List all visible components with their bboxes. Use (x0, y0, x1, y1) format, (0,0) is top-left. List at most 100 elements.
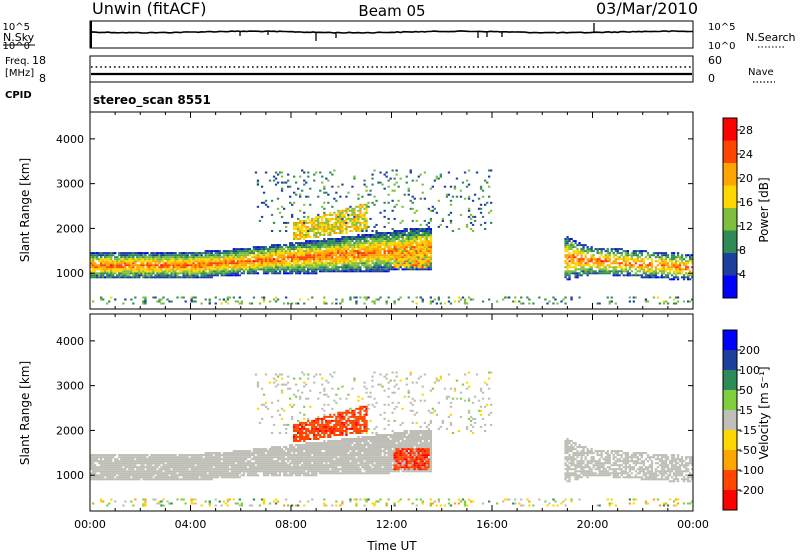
power-cell (293, 221, 296, 224)
power-cell (379, 266, 382, 269)
power-cell (323, 264, 326, 267)
power-cell (389, 238, 392, 240)
power-cell (415, 264, 418, 267)
velocity-cell (156, 466, 159, 469)
power-cell (646, 300, 650, 303)
power-cell (228, 262, 231, 265)
power-cell (564, 260, 567, 263)
power-cell (672, 272, 676, 275)
power-cell (331, 258, 334, 261)
velocity-cell (182, 456, 185, 459)
power-cell (339, 262, 342, 265)
velocity-cell (202, 468, 205, 471)
power-cell (313, 260, 316, 263)
velocity-cell (92, 470, 95, 473)
power-cell (375, 270, 378, 273)
station-title: Unwin (fitACF) (92, 0, 206, 18)
power-cell (317, 256, 320, 259)
power-cell (268, 252, 272, 255)
power-cell (184, 258, 187, 261)
power-cell (363, 219, 366, 222)
power-cell (313, 244, 316, 247)
power-cell (600, 268, 603, 271)
power-cell (365, 189, 368, 192)
power-cell (202, 274, 205, 277)
power-cell (182, 274, 185, 277)
power-cell (174, 274, 177, 277)
power-cell (333, 232, 336, 234)
power-cell (365, 185, 368, 188)
power-cell (118, 262, 121, 265)
power-cell (293, 266, 296, 269)
power-cell (130, 254, 133, 257)
power-cell (554, 298, 557, 301)
velocity-cell (138, 470, 141, 473)
power-cell (387, 217, 390, 220)
power-cell (427, 264, 430, 267)
velocity-cell (90, 460, 93, 463)
velocity-cell (94, 478, 97, 481)
power-cell (295, 236, 298, 238)
power-cell (305, 264, 308, 267)
power-cell (399, 250, 402, 253)
power-cell (373, 234, 376, 236)
power-cell (640, 250, 643, 253)
velocity-cell (152, 498, 155, 501)
power-cell (303, 221, 306, 224)
velocity-cell (214, 476, 217, 479)
velocity-cell (164, 456, 167, 459)
power-cell (369, 244, 372, 247)
power-cell (672, 264, 676, 267)
power-cell (319, 225, 322, 228)
velocity-cell (214, 468, 217, 471)
power-cell (467, 215, 471, 218)
power-cell (283, 181, 286, 184)
power-cell (624, 260, 627, 263)
power-cell (114, 270, 117, 273)
power-cell (254, 254, 258, 257)
power-cell (347, 242, 350, 245)
power-cell (134, 258, 137, 261)
power-cell (590, 260, 593, 263)
power-cell (654, 274, 658, 277)
power-cell (208, 250, 211, 253)
power-cell (190, 260, 193, 263)
power-cell (176, 268, 179, 271)
power-cell (620, 270, 623, 273)
power-cell (186, 256, 189, 259)
power-cell (220, 256, 223, 259)
power-cell (333, 225, 336, 228)
power-cell (564, 274, 567, 277)
power-cell (658, 270, 662, 273)
power-cell (250, 256, 254, 259)
power-cell (349, 262, 352, 265)
velocity-cell (196, 456, 199, 459)
power-cell (676, 256, 680, 259)
power-cell (333, 230, 336, 232)
velocity-cell (100, 500, 103, 503)
power-cell (612, 254, 615, 257)
power-colorbar-label: Power [dB] (757, 177, 771, 242)
power-cell (415, 250, 418, 253)
power-cell (321, 262, 324, 265)
power-cell (130, 276, 133, 279)
power-cell (413, 234, 416, 236)
power-cell (580, 256, 583, 259)
velocity-cell (184, 472, 187, 475)
power-cell (341, 270, 344, 273)
power-cell (347, 266, 350, 269)
power-cell (236, 274, 239, 277)
power-cell (580, 268, 583, 271)
power-cell (168, 270, 171, 273)
power-cell (357, 197, 360, 200)
power-cell (658, 268, 662, 271)
velocity-cell (100, 472, 103, 475)
power-cell (586, 264, 589, 267)
power-cell (602, 270, 605, 273)
power-cell (192, 262, 195, 265)
power-cell (110, 260, 113, 263)
power-cell (234, 266, 237, 269)
power-cell (331, 266, 334, 269)
power-cell (317, 223, 320, 226)
power-cell (305, 195, 308, 198)
